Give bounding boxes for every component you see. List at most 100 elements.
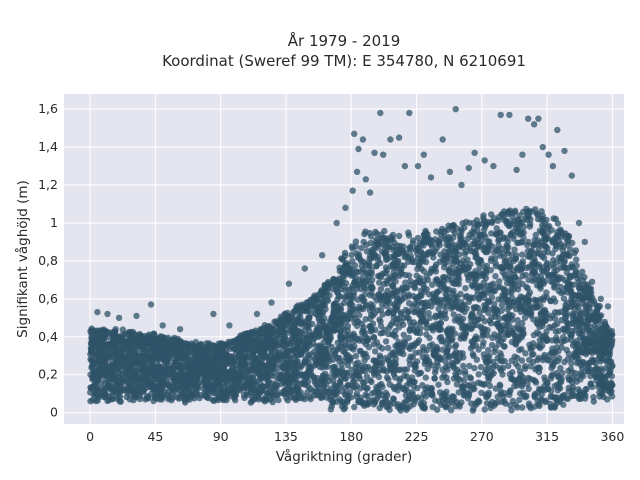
- data-point: [395, 315, 402, 323]
- data-point: [444, 378, 451, 386]
- data-point: [429, 403, 436, 411]
- data-point: [384, 255, 391, 263]
- data-point: [595, 367, 602, 374]
- data-point: [220, 376, 228, 383]
- data-point: [457, 317, 464, 324]
- data-point: [486, 382, 494, 389]
- data-point: [362, 350, 369, 357]
- data-point: [115, 393, 122, 401]
- data-point: [340, 274, 347, 281]
- data-point: [460, 264, 467, 272]
- data-point: [491, 300, 498, 308]
- data-point: [101, 358, 108, 365]
- data-point: [586, 301, 593, 309]
- data-point: [389, 231, 397, 239]
- data-point: [243, 353, 250, 360]
- data-point: [511, 383, 518, 390]
- data-point: [424, 365, 431, 373]
- data-point: [239, 367, 246, 374]
- data-point: [422, 374, 429, 381]
- data-point: [139, 386, 146, 393]
- data-point: [492, 385, 499, 392]
- data-points: [87, 106, 616, 414]
- data-point: [88, 344, 95, 352]
- data-point: [517, 371, 524, 379]
- data-point: [526, 304, 533, 311]
- data-point: [394, 302, 401, 309]
- data-point: [509, 397, 517, 405]
- data-point: [508, 327, 515, 335]
- data-point: [559, 247, 566, 254]
- data-point: [383, 236, 390, 244]
- data-point: [275, 396, 282, 404]
- data-point: [286, 384, 293, 391]
- data-point: [101, 385, 108, 392]
- data-point: [362, 334, 370, 342]
- data-point: [92, 373, 100, 380]
- data-point: [511, 353, 518, 360]
- data-point: [136, 395, 144, 403]
- data-point: [311, 377, 318, 385]
- data-point: [521, 314, 529, 321]
- data-point: [392, 251, 399, 258]
- data-point: [554, 220, 562, 227]
- data-point: [385, 330, 392, 338]
- data-point: [419, 403, 426, 410]
- data-point: [145, 364, 153, 372]
- data-point: [382, 355, 389, 362]
- data-point: [413, 322, 420, 329]
- data-point: [390, 395, 397, 402]
- data-point: [193, 344, 201, 351]
- data-point: [602, 323, 610, 330]
- data-point: [297, 364, 304, 371]
- data-point: [251, 343, 258, 350]
- data-point: [339, 256, 347, 263]
- data-point: [331, 389, 338, 396]
- data-point: [290, 353, 297, 360]
- data-point: [522, 363, 529, 370]
- data-point: [363, 373, 371, 380]
- data-point: [469, 351, 477, 358]
- data-point: [456, 268, 463, 276]
- data-point: [356, 335, 364, 342]
- data-point: [549, 250, 556, 257]
- data-point: [118, 370, 125, 377]
- data-point: [555, 327, 562, 335]
- data-point: [406, 326, 413, 333]
- data-point: [501, 343, 508, 350]
- data-point: [577, 370, 584, 377]
- data-point: [400, 290, 407, 298]
- data-point: [389, 243, 397, 251]
- data-point: [370, 254, 377, 261]
- data-point: [240, 361, 247, 368]
- data-point: [346, 388, 354, 396]
- data-point: [489, 334, 496, 341]
- data-point: [598, 321, 605, 328]
- data-point: [573, 262, 580, 269]
- data-point: [488, 341, 496, 349]
- data-point: [538, 342, 546, 349]
- data-point: [593, 325, 600, 332]
- data-point: [418, 395, 425, 402]
- data-point: [253, 390, 260, 398]
- data-point: [291, 375, 298, 382]
- data-point: [532, 366, 539, 373]
- data-point: [503, 242, 510, 249]
- data-point: [87, 351, 94, 358]
- data-point: [592, 338, 599, 346]
- data-point: [358, 244, 365, 252]
- data-point: [457, 332, 465, 339]
- data-point: [420, 242, 427, 249]
- data-point: [443, 296, 450, 303]
- data-point: [486, 241, 493, 249]
- data-point: [392, 374, 399, 381]
- data-point: [569, 239, 576, 247]
- data-point: [298, 371, 305, 378]
- data-point: [377, 286, 385, 293]
- data-point: [230, 387, 238, 394]
- data-point: [375, 242, 382, 250]
- data-point: [358, 294, 366, 302]
- data-point: [553, 344, 561, 351]
- data-point: [363, 285, 370, 292]
- data-point: [172, 359, 180, 366]
